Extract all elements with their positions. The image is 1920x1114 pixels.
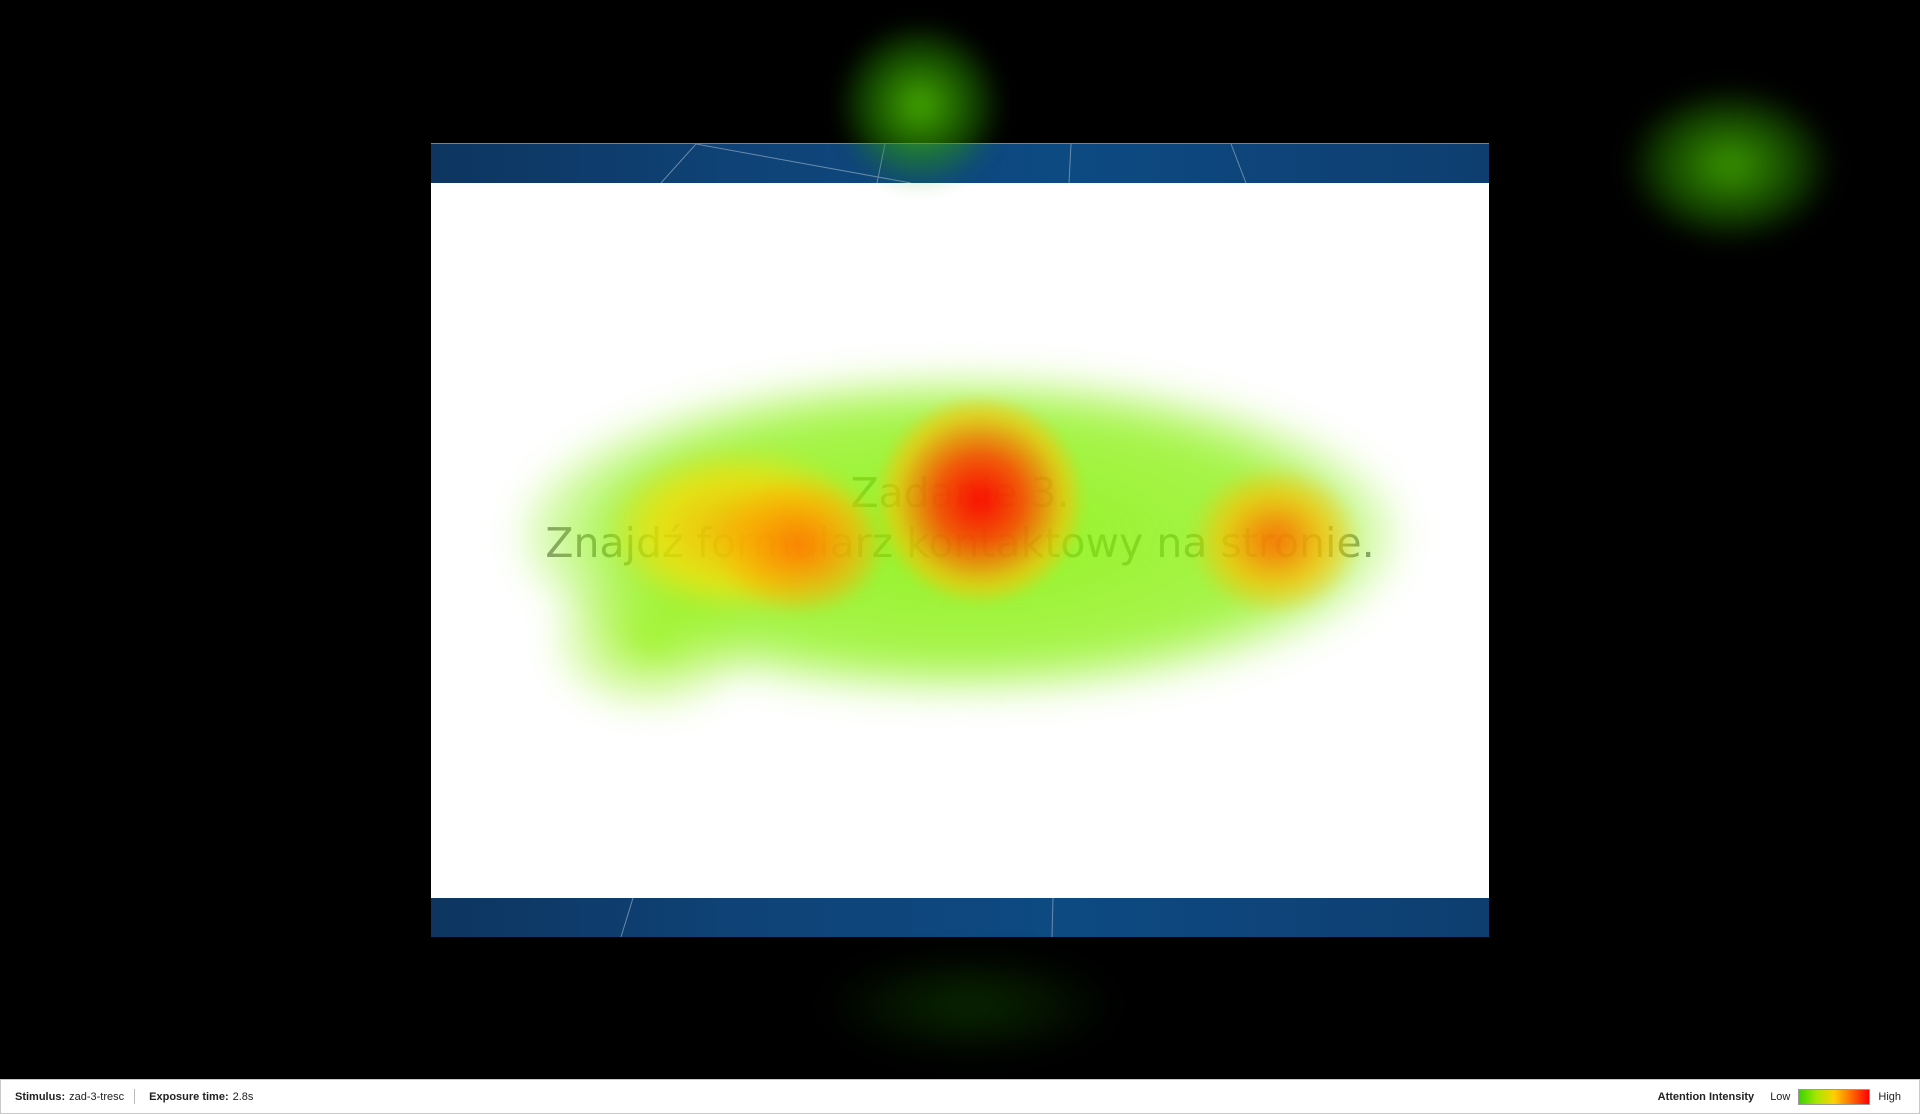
status-bar: Stimulus: zad-3-tresc Exposure time: 2.8s … [0,1079,1920,1114]
heat-spot-top-right [1630,90,1830,240]
attention-legend: Attention Intensity Low High [1658,1089,1919,1105]
heatmap-viewport: Zadanie 3. Znajdź formularz kontaktowy n… [0,0,1920,1079]
heat-spot-bottom [820,950,1120,1060]
exposure-label: Exposure time: [149,1091,228,1103]
task-description: Znajdź formularz kontaktowy na stronie. [431,518,1489,568]
stimulus-info: Stimulus: zad-3-tresc [1,1091,134,1103]
legend-gradient-bar [1798,1089,1870,1105]
header-decoration-lines [431,144,1489,183]
legend-high-label: High [1878,1091,1901,1103]
stimulus-label: Stimulus: [15,1091,65,1103]
legend-low-label: Low [1770,1091,1790,1103]
stimulus-footer-band [431,898,1489,937]
task-title: Zadanie 3. [431,468,1489,518]
stimulus-value: zad-3-tresc [69,1091,124,1103]
stimulus-header-band [431,143,1489,183]
stimulus-screen: Zadanie 3. Znajdź formularz kontaktowy n… [431,143,1489,937]
exposure-info: Exposure time: 2.8s [135,1091,263,1103]
exposure-value: 2.8s [233,1091,254,1103]
legend-title: Attention Intensity [1658,1091,1755,1103]
footer-decoration-lines [431,898,1489,937]
task-text-block: Zadanie 3. Znajdź formularz kontaktowy n… [431,468,1489,568]
